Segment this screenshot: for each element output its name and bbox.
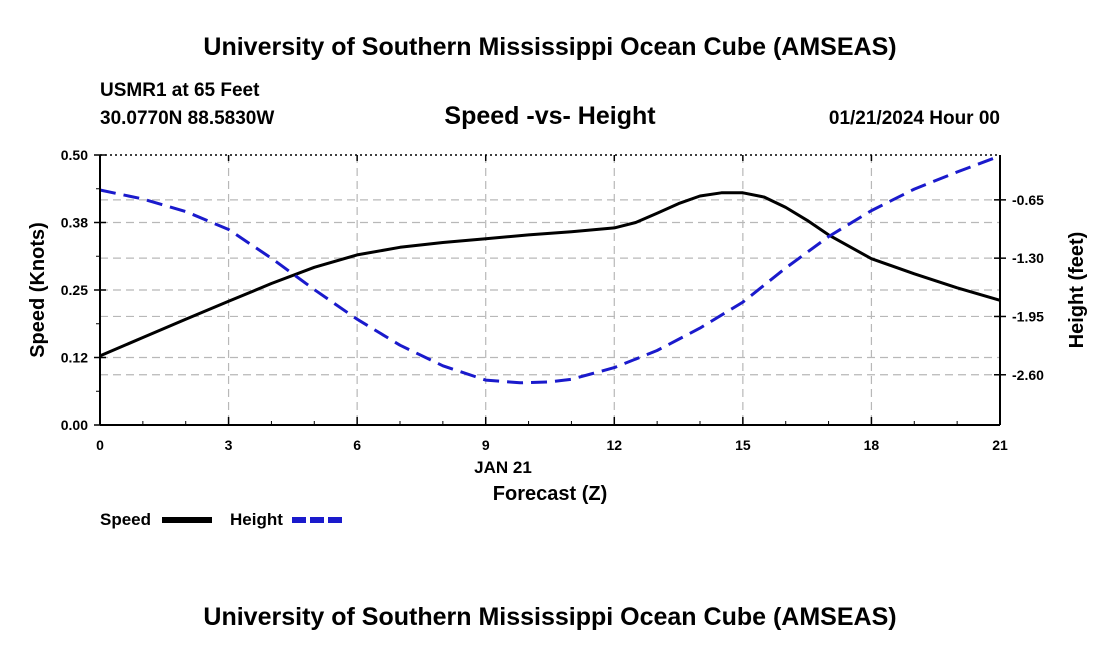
y-tick-label-0: 0.00: [61, 417, 88, 433]
chart-title: Speed -vs- Height: [444, 102, 656, 130]
y-axis-title: Speed (Knots): [27, 222, 49, 358]
series-layer: [99, 154, 1001, 385]
x-tick-label-3: 9: [482, 437, 490, 453]
series-height-line: [99, 154, 1001, 385]
x-tick-label-1: 3: [225, 437, 233, 453]
legend-height-label: Height: [230, 510, 283, 529]
axes: 0 3 6 9 12 15 18 21 0.00 0.12 0.25 0.38 0.50 -2.60 -1.…: [61, 147, 1044, 453]
x-tick-label-2: 6: [353, 437, 361, 453]
y2-axis-title: Height (feet): [1066, 232, 1088, 349]
y2-tick-label-1: -1.95: [1012, 308, 1044, 324]
grid: [100, 155, 1000, 425]
main-title: University of Southern Mississippi Ocean…: [203, 33, 896, 61]
x-axis-date: JAN 21: [474, 458, 532, 477]
x-tick-label-6: 18: [864, 437, 880, 453]
series-speed-line: [99, 191, 1001, 358]
x-tick-label-5: 15: [735, 437, 751, 453]
forecast-datetime: 01/21/2024 Hour 00: [829, 108, 1000, 129]
y-tick-label-2: 0.25: [61, 282, 88, 298]
y2-tick-label-0: -2.60: [1012, 367, 1044, 383]
y2-tick-label-3: -0.65: [1012, 192, 1044, 208]
legend: Speed Height: [100, 510, 342, 529]
y-tick-label-3: 0.38: [61, 215, 88, 231]
y-tick-label-1: 0.12: [61, 350, 88, 366]
y-tick-label-4: 0.50: [61, 147, 88, 163]
station-label: USMR1 at 65 Feet: [100, 80, 260, 101]
x-tick-label-4: 12: [606, 437, 622, 453]
x-tick-label-0: 0: [96, 437, 104, 453]
legend-speed-label: Speed: [100, 510, 151, 529]
x-axis-title: Forecast (Z): [493, 483, 607, 505]
x-tick-label-7: 21: [992, 437, 1008, 453]
y2-tick-label-2: -1.30: [1012, 250, 1044, 266]
station-coords: 30.0770N 88.5830W: [100, 108, 274, 129]
footer-title: University of Southern Mississippi Ocean…: [203, 603, 896, 631]
